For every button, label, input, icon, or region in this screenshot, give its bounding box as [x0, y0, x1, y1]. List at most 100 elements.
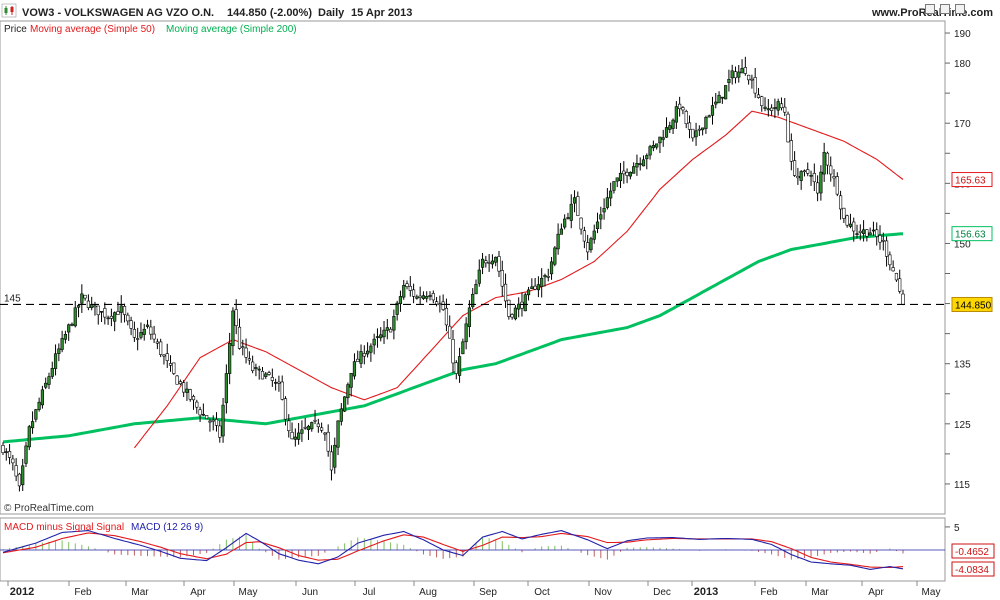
candle — [671, 118, 675, 135]
candle — [533, 278, 537, 291]
candle — [625, 168, 629, 184]
svg-text:144.850: 144.850 — [955, 300, 992, 311]
candle — [704, 115, 708, 134]
candle — [632, 162, 636, 174]
candle — [142, 323, 146, 341]
candle — [257, 365, 261, 380]
candle — [4, 448, 8, 461]
candle — [747, 74, 751, 85]
candle — [635, 154, 639, 176]
candle — [714, 93, 718, 109]
candle — [428, 291, 432, 301]
candle — [592, 224, 596, 244]
candle — [737, 65, 741, 83]
candle — [195, 399, 199, 414]
candle — [733, 66, 738, 84]
candle — [408, 276, 412, 297]
candle — [352, 353, 357, 380]
candle — [474, 279, 478, 295]
candle — [471, 288, 475, 310]
candle — [99, 310, 104, 322]
candle — [457, 347, 462, 383]
candle-layer — [1, 56, 905, 492]
candle — [241, 339, 245, 356]
candle — [306, 424, 311, 440]
candle — [589, 236, 593, 253]
candle — [122, 303, 127, 323]
candle — [60, 330, 64, 353]
candle — [182, 380, 186, 398]
candle — [832, 169, 836, 187]
candle — [724, 85, 728, 100]
candle — [898, 269, 902, 294]
candle — [779, 97, 784, 111]
candle — [17, 472, 22, 492]
candle — [405, 280, 409, 290]
candle — [438, 295, 442, 313]
candle — [297, 422, 301, 445]
svg-text:-4.0834: -4.0834 — [955, 565, 989, 576]
candle — [461, 338, 465, 355]
candle — [244, 338, 248, 364]
candle — [67, 323, 71, 341]
candle — [57, 343, 61, 362]
candle — [267, 370, 271, 376]
candle — [861, 220, 866, 242]
time-tick-label: 2012 — [10, 586, 34, 598]
candle — [14, 458, 18, 482]
candle — [103, 302, 107, 325]
candle — [290, 422, 294, 440]
candle — [819, 165, 823, 201]
candle — [362, 345, 366, 365]
date-text: 15 Apr 2013 — [351, 7, 412, 19]
minimize-button[interactable] — [955, 4, 965, 14]
candle — [365, 342, 370, 358]
candle — [385, 318, 389, 340]
candle — [73, 300, 77, 328]
candle — [687, 115, 692, 139]
candle — [799, 170, 803, 190]
candle — [323, 431, 327, 441]
candle — [83, 294, 87, 301]
candle — [549, 256, 554, 280]
candle — [845, 214, 849, 228]
candle — [379, 327, 383, 342]
candle — [155, 338, 159, 350]
candle — [372, 333, 376, 355]
candle — [205, 415, 209, 419]
time-tick-label: Jun — [302, 587, 318, 598]
candle — [681, 106, 685, 115]
candle — [668, 121, 672, 134]
candle — [96, 305, 100, 325]
candle — [812, 163, 816, 192]
candle — [441, 294, 445, 311]
candle — [129, 316, 133, 336]
time-tick-label: Jul — [363, 587, 376, 598]
restore-button[interactable] — [940, 4, 950, 14]
maximize-button[interactable] — [925, 4, 935, 14]
candle — [283, 396, 288, 426]
candle — [487, 254, 491, 272]
candle — [21, 458, 25, 492]
candle — [822, 142, 826, 182]
candle — [70, 322, 74, 327]
candle — [333, 437, 337, 474]
candle — [664, 117, 669, 138]
candle — [34, 408, 38, 423]
candle — [553, 246, 557, 267]
candle — [231, 307, 235, 356]
candle — [277, 375, 281, 392]
candle — [300, 420, 304, 442]
candle — [214, 412, 219, 432]
last-price-tag: 144.850 — [951, 296, 993, 312]
svg-text:165.63: 165.63 — [955, 176, 986, 187]
candle — [691, 128, 695, 142]
candle — [648, 144, 652, 160]
time-tick-label: Feb — [74, 587, 92, 598]
candle — [152, 325, 156, 343]
macd-axis: 5 -0.4652 -4.0834 — [945, 523, 995, 577]
candle — [30, 411, 35, 434]
candle — [132, 321, 136, 342]
candle — [881, 232, 885, 251]
candle — [50, 361, 54, 379]
